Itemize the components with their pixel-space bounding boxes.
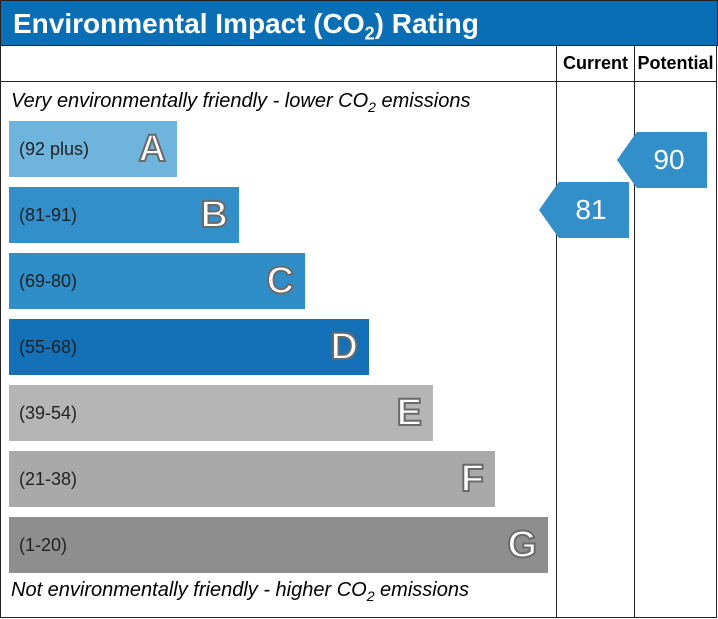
band-bar: (1-20) G (9, 517, 548, 573)
band-range-label: (39-54) (19, 403, 77, 424)
note-top: Very environmentally friendly - lower CO… (11, 90, 548, 115)
band-bar: (92 plus) A (9, 121, 177, 177)
band-bar: (55-68) D (9, 319, 369, 375)
note-bottom: Not environmentally friendly - higher CO… (11, 579, 548, 604)
header-empty (1, 46, 557, 82)
band-bar: (21-38) F (9, 451, 495, 507)
arrow-value: 90 (639, 144, 684, 176)
band-letter: F (461, 458, 485, 501)
band-bar: (39-54) E (9, 385, 433, 441)
band-g: (1-20) G (9, 517, 548, 573)
band-range-label: (21-38) (19, 469, 77, 490)
band-e: (39-54) E (9, 385, 548, 441)
header-potential: Potential (635, 46, 717, 82)
band-range-label: (81-91) (19, 205, 77, 226)
band-letter: D (331, 326, 359, 369)
band-range-label: (69-80) (19, 271, 77, 292)
header-current: Current (557, 46, 635, 82)
bands-area: Very environmentally friendly - lower CO… (1, 82, 557, 618)
band-letter: C (267, 260, 295, 303)
band-f: (21-38) F (9, 451, 548, 507)
band-letter: A (139, 128, 167, 171)
arrow-potential: 90 (617, 132, 707, 188)
band-b: (81-91) B (9, 187, 548, 243)
chart-title: Environmental Impact (CO2) Rating (0, 0, 718, 46)
bands-list: (92 plus) A (81-91) B (69-80) C (55-68) D (39-54… (9, 121, 548, 573)
band-bar: (69-80) C (9, 253, 305, 309)
band-letter: G (507, 524, 538, 567)
potential-column: 90 (635, 82, 717, 618)
band-range-label: (1-20) (19, 535, 67, 556)
band-letter: E (397, 392, 423, 435)
arrow-current: 81 (539, 182, 629, 238)
band-range-label: (92 plus) (19, 139, 89, 160)
arrow-value: 81 (561, 194, 606, 226)
band-range-label: (55-68) (19, 337, 77, 358)
title-text-suffix: ) Rating (375, 8, 479, 39)
rating-table: Current Potential Very environmentally f… (0, 46, 718, 618)
band-c: (69-80) C (9, 253, 548, 309)
band-letter: B (201, 194, 229, 237)
epc-rating-chart: Environmental Impact (CO2) Rating Curren… (0, 0, 718, 619)
title-text-prefix: Environmental Impact (CO (13, 8, 365, 39)
title-sub: 2 (365, 24, 375, 44)
band-d: (55-68) D (9, 319, 548, 375)
band-a: (92 plus) A (9, 121, 548, 177)
band-bar: (81-91) B (9, 187, 239, 243)
